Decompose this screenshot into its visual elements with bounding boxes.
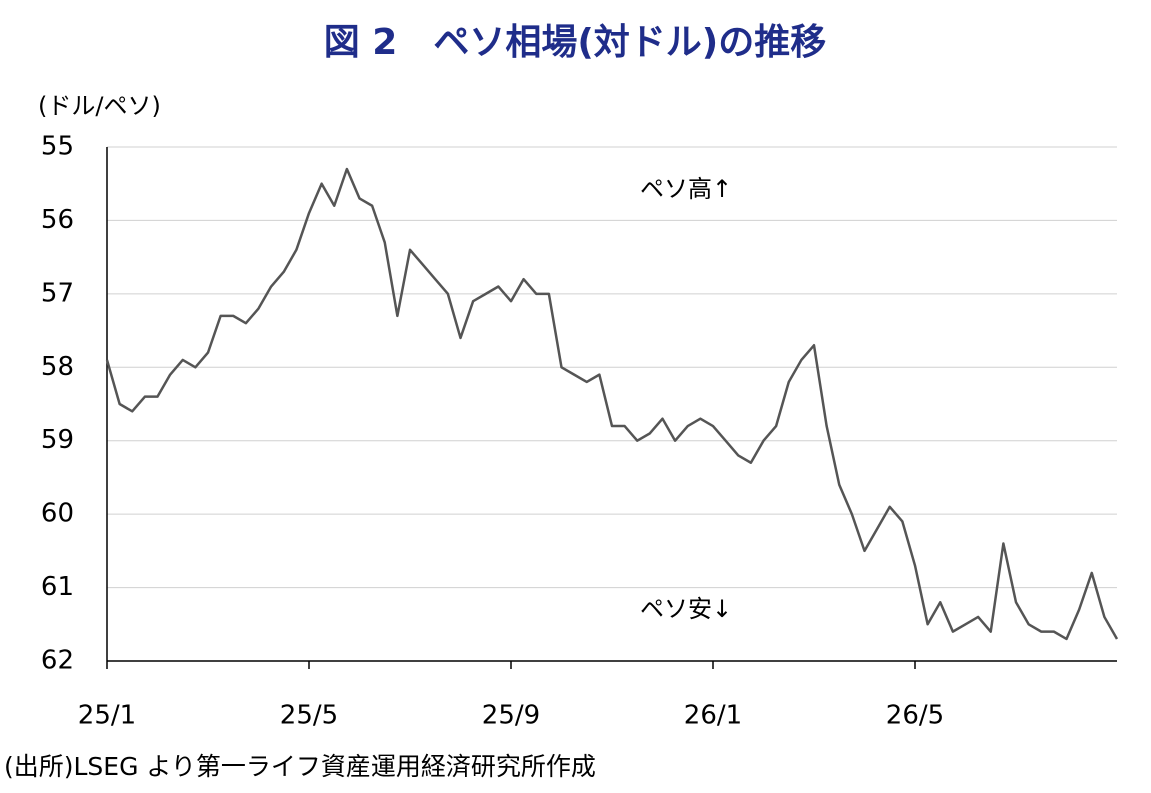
x-tick-label: 26/1 [684,701,742,731]
x-tick-label: 25/1 [78,701,136,731]
y-tick-label: 60 [41,499,74,529]
x-tick-label: 26/5 [886,701,944,731]
y-unit: (ドル/ペソ) [38,92,161,120]
y-tick-label: 59 [41,425,74,455]
y-tick-label: 61 [41,572,74,602]
line-series [105,167,1119,641]
x-tick-label: 25/9 [482,701,540,731]
y-tick-label: 56 [41,205,74,235]
chart-title: 図 2 ペソ相場(対ドル)の推移 [324,22,827,63]
annotation: ペソ高↑ [640,175,732,203]
source-note: (出所)LSEG より第一ライフ資産運用経済研究所作成 [4,752,596,781]
annotation: ペソ安↓ [640,595,732,623]
x-tick-label: 25/5 [280,701,338,731]
y-tick-label: 57 [41,278,74,308]
y-tick-label: 62 [41,646,74,676]
y-tick-label: 58 [41,352,74,382]
y-tick-label: 55 [41,132,74,162]
